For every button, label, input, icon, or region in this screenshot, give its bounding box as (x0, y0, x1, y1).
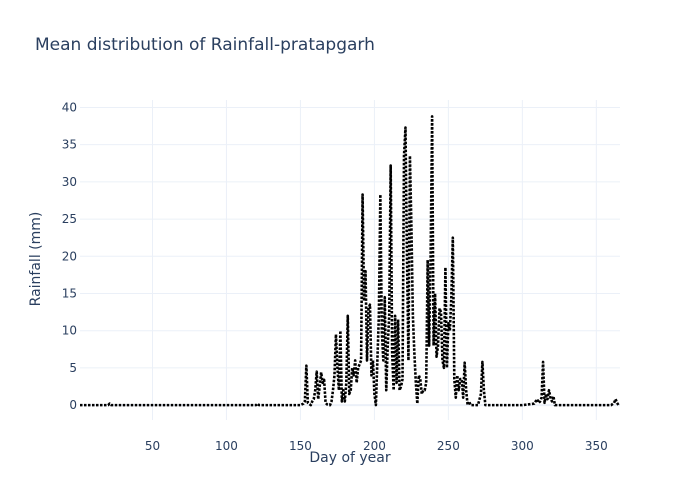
y-tick-label: 5 (69, 361, 77, 375)
y-tick-labels: 0 5 10 15 20 25 30 35 40 (62, 100, 77, 412)
x-tick-label: 100 (215, 439, 238, 453)
y-axis-title: Rainfall (mm) (28, 212, 44, 307)
y-tick-label: 20 (62, 249, 77, 263)
y-tick-label: 40 (62, 100, 77, 114)
x-axis-title: Day of year (309, 450, 391, 466)
x-gridlines (151, 100, 597, 420)
y-tick-label: 15 (62, 286, 77, 300)
y-tick-label: 35 (62, 138, 77, 152)
x-tick-label: 50 (145, 439, 160, 453)
y-tick-label: 25 (62, 212, 77, 226)
y-tick-label: 30 (62, 175, 77, 189)
y-tick-label: 0 (69, 398, 77, 412)
x-tick-label: 300 (511, 439, 534, 453)
x-tick-label: 150 (289, 439, 312, 453)
x-tick-label: 250 (437, 439, 460, 453)
rainfall-series-line (80, 115, 620, 407)
x-tick-label: 200 (363, 439, 386, 453)
x-tick-labels: 50 100 150 200 250 300 350 (145, 439, 608, 453)
x-tick-label: 350 (585, 439, 608, 453)
y-gridlines (80, 106, 620, 407)
y-tick-label: 10 (62, 324, 77, 338)
series-layer (80, 115, 620, 407)
chart-title: Mean distribution of Rainfall-pratapgarh (35, 35, 375, 55)
